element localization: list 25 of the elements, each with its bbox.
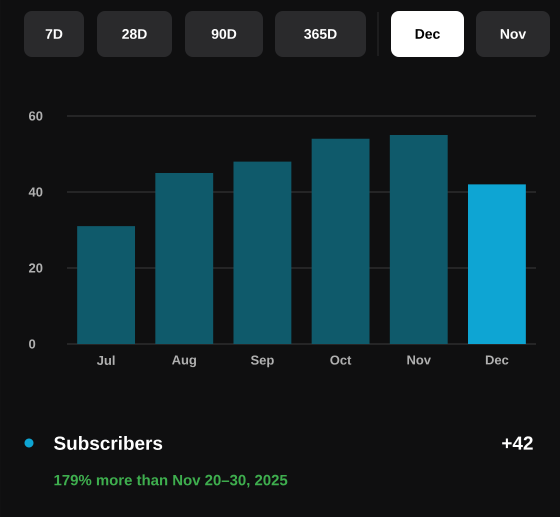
x-tick-label: Dec xyxy=(486,356,508,365)
bar xyxy=(155,172,214,344)
text: 179% more than Nov 20–30, 2025 xyxy=(54,474,288,488)
text: 365D xyxy=(304,29,337,39)
bar xyxy=(77,226,136,344)
legend-label: Subscribers xyxy=(54,436,162,450)
x-tick-label: Oct xyxy=(330,356,352,365)
x-tick-label: Sep xyxy=(250,356,274,368)
text: 7D xyxy=(46,29,62,39)
text: 28D xyxy=(122,29,147,39)
y-tick-label: 20 xyxy=(28,263,42,273)
bar xyxy=(312,138,370,344)
bar xyxy=(390,134,448,344)
bar xyxy=(468,184,526,344)
y-tick-label: 60 xyxy=(28,111,42,121)
text: Dec xyxy=(416,29,440,39)
x-tick-label: Nov xyxy=(407,356,431,365)
y-tick-label: 0 xyxy=(29,339,36,349)
text: 90D xyxy=(212,29,236,39)
x-tick-label: Jul xyxy=(96,356,115,366)
y-tick-label: 40 xyxy=(28,187,42,197)
text: +42 xyxy=(502,436,533,450)
x-tick-label: Aug xyxy=(172,356,196,368)
text: Nov xyxy=(500,29,526,39)
bar xyxy=(234,162,292,344)
